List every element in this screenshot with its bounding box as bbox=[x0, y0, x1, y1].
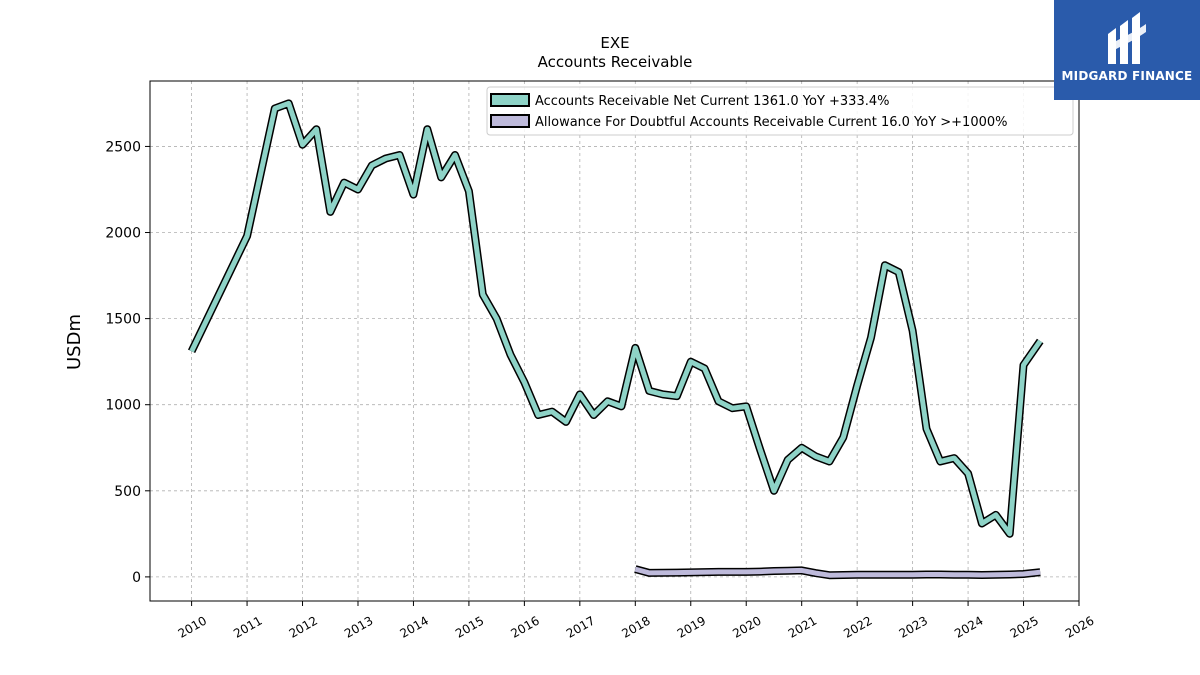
y-tick-label: 1500 bbox=[105, 312, 141, 328]
legend: Accounts Receivable Net Current 1361.0 Y… bbox=[486, 86, 1074, 136]
plot-frame bbox=[149, 80, 1080, 602]
x-tick-label: 2016 bbox=[508, 613, 541, 640]
y-tick-label: 1000 bbox=[105, 398, 141, 414]
legend-label-1: Accounts Receivable Net Current 1361.0 Y… bbox=[535, 94, 890, 109]
grid bbox=[150, 81, 1080, 601]
legend-label-2: Allowance For Doubtful Accounts Receivab… bbox=[535, 115, 1008, 130]
x-tick-label: 2026 bbox=[1063, 613, 1096, 640]
y-tick-label: 2000 bbox=[105, 226, 141, 242]
x-tick-label: 2012 bbox=[287, 613, 320, 640]
x-tick-label: 2025 bbox=[1008, 613, 1041, 640]
y-tick-label: 500 bbox=[114, 484, 141, 500]
x-tick-label: 2013 bbox=[342, 613, 375, 640]
x-tick-label: 2020 bbox=[730, 613, 763, 640]
midgard-logo-icon bbox=[1108, 12, 1146, 64]
legend-box bbox=[486, 86, 1074, 136]
y-tick-label: 2500 bbox=[105, 139, 141, 155]
x-tick-label: 2010 bbox=[176, 613, 209, 640]
x-tick-label: 2019 bbox=[675, 613, 708, 640]
x-tick-label: 2014 bbox=[397, 613, 430, 640]
brand-logo: MIDGARD FINANCE bbox=[1054, 0, 1200, 100]
y-axis-label: USDm bbox=[64, 314, 85, 370]
x-tick-label: 2021 bbox=[786, 613, 819, 640]
x-tick-label: 2018 bbox=[619, 613, 652, 640]
chart-title: EXE bbox=[600, 34, 629, 52]
series-layer bbox=[187, 99, 1044, 580]
legend-swatch-2 bbox=[490, 114, 530, 128]
series-line-2 bbox=[634, 566, 1041, 578]
x-tick-label: 2017 bbox=[564, 613, 597, 640]
brand-name: MIDGARD FINANCE bbox=[1061, 69, 1193, 83]
y-tick-label: 0 bbox=[132, 570, 141, 586]
x-tick-label: 2022 bbox=[841, 613, 874, 640]
legend-swatch-1 bbox=[490, 93, 530, 107]
chart-subtitle: Accounts Receivable bbox=[538, 53, 693, 71]
x-tick-label: 2024 bbox=[952, 613, 985, 640]
x-tick-label: 2023 bbox=[897, 613, 930, 640]
x-tick-label: 2011 bbox=[231, 613, 264, 640]
series-line-1 bbox=[189, 100, 1043, 537]
x-tick-label: 2015 bbox=[453, 613, 486, 640]
